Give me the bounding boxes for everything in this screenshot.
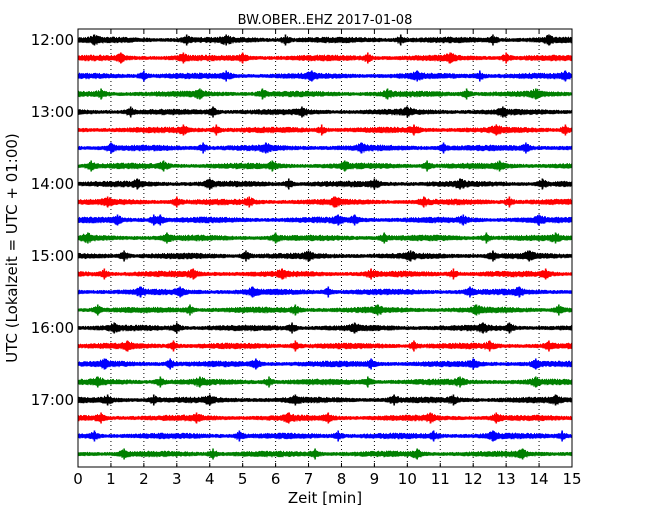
- trace-layer: [77, 34, 573, 460]
- x-tick-label: 3: [172, 470, 182, 488]
- y-tick-label: 15:00: [31, 247, 74, 265]
- x-tick-label: 11: [431, 470, 450, 488]
- x-tick-label: 13: [497, 470, 516, 488]
- x-tick-label: 1: [106, 470, 116, 488]
- trace-line: [77, 394, 573, 406]
- trace-line: [77, 196, 573, 208]
- trace-line: [77, 70, 573, 82]
- x-tick-label: 7: [304, 470, 314, 488]
- x-tick-label: 12: [464, 470, 483, 488]
- x-tick-label: 0: [73, 470, 83, 488]
- trace-line: [77, 142, 573, 154]
- y-tick-label: 13:00: [31, 103, 74, 121]
- x-tick-label: 9: [370, 470, 380, 488]
- y-tick-label: 14:00: [31, 175, 74, 193]
- x-axis-label: Zeit [min]: [288, 489, 362, 507]
- chart-title: BW.OBER..EHZ 2017-01-08: [238, 13, 413, 28]
- trace-line: [77, 106, 573, 118]
- x-tick-label: 4: [205, 470, 215, 488]
- trace-line: [77, 124, 573, 135]
- x-tick-label: 6: [271, 470, 281, 488]
- x-tick-label: 10: [398, 470, 417, 488]
- x-tick-label: 14: [530, 470, 549, 488]
- y-tick-label: 12:00: [31, 31, 74, 49]
- trace-line: [77, 88, 573, 100]
- x-tick-label: 2: [139, 470, 149, 488]
- y-axis-label: UTC (Lokalzeit = UTC + 01:00): [3, 133, 21, 363]
- trace-line: [77, 412, 573, 424]
- trace-line: [77, 304, 573, 315]
- plot-frame: [77, 28, 573, 468]
- trace-line: [77, 161, 573, 171]
- trace-line: [77, 250, 573, 262]
- trace-line: [77, 431, 573, 442]
- trace-line: [77, 232, 573, 244]
- trace-line: [77, 322, 573, 334]
- trace-line: [77, 34, 573, 46]
- x-tick-label: 15: [562, 470, 581, 488]
- y-tick-label: 17:00: [31, 391, 74, 409]
- plot-area: [78, 29, 572, 467]
- trace-line: [77, 449, 573, 459]
- trace-line: [77, 52, 573, 64]
- x-tick-label: 5: [238, 470, 248, 488]
- axis-ticks: 0 1 2 3 4 5 6 7 8 9 10 11 12 13 14 1512:0013:0014:0015:…: [31, 29, 582, 488]
- trace-line: [77, 286, 573, 298]
- trace-line: [77, 358, 573, 370]
- x-tick-label: 8: [337, 470, 347, 488]
- y-tick-label: 16:00: [31, 319, 74, 337]
- trace-line: [77, 178, 573, 190]
- trace-line: [77, 268, 573, 280]
